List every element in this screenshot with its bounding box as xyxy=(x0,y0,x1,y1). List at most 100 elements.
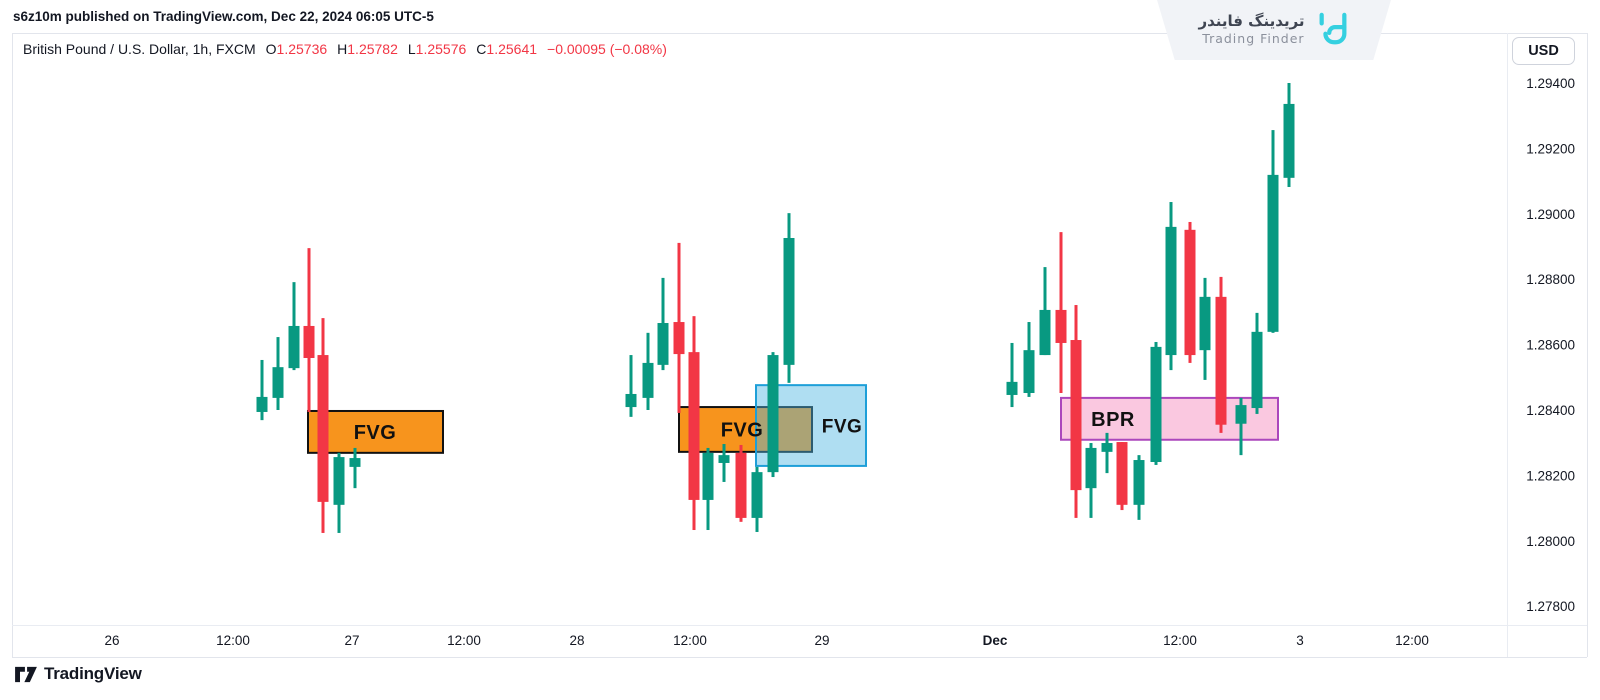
candle-wick xyxy=(1287,83,1291,187)
candle-wick xyxy=(276,337,280,410)
time-axis-label: 26 xyxy=(104,633,119,648)
candle-body-down xyxy=(1116,442,1128,505)
candle-body-down xyxy=(673,322,685,355)
time-axis-label: 12:00 xyxy=(447,633,481,648)
candle-body-up xyxy=(288,325,300,369)
time-axis-separator xyxy=(12,625,1587,626)
candle-wick xyxy=(1059,232,1063,393)
candle-wick xyxy=(1010,342,1014,408)
candle-wick xyxy=(1271,130,1275,333)
price-axis-label: 1.28800 xyxy=(1526,272,1575,287)
candle-wick xyxy=(722,444,726,482)
candle-body-down xyxy=(1184,229,1196,356)
candle-body-up xyxy=(1251,331,1263,409)
candle-body-up xyxy=(1199,296,1211,351)
candle-body-up xyxy=(767,355,779,473)
price-axis-label: 1.29400 xyxy=(1526,76,1575,91)
candle-body-up xyxy=(1267,174,1279,332)
time-axis-label: 12:00 xyxy=(673,633,707,648)
candle-wick xyxy=(1203,277,1207,380)
candle-body-up xyxy=(783,237,795,365)
currency-usd-button[interactable]: USD xyxy=(1512,37,1575,65)
candle-wick xyxy=(771,352,775,478)
price-axis-label: 1.28400 xyxy=(1526,403,1575,418)
candle-wick xyxy=(1219,276,1223,433)
tradingview-footer-logo[interactable]: TradingView xyxy=(14,664,142,684)
candle-wick xyxy=(739,444,743,522)
time-axis-label: 29 xyxy=(814,633,829,648)
candle-body-up xyxy=(702,452,714,500)
candle-body-down xyxy=(735,452,747,518)
attribution-text: s6z10m published on TradingView.com, Dec… xyxy=(13,9,434,24)
candle-body-up xyxy=(256,396,268,412)
zone-pink-bpr-box xyxy=(1060,396,1279,441)
candle-body-up xyxy=(751,472,763,518)
watermark-text-block: تریدینگ فایندر Trading Finder xyxy=(1198,14,1304,46)
ohlc-close: C1.25641 xyxy=(476,41,538,57)
price-axis-separator xyxy=(1507,33,1508,657)
candle-body-up xyxy=(272,367,284,398)
zone-orange-fvg-box xyxy=(678,406,813,453)
symbol-info-row[interactable]: British Pound / U.S. Dollar, 1h, FXCM O1… xyxy=(23,41,667,57)
candle-wick xyxy=(706,447,710,531)
candle-wick xyxy=(1105,432,1109,474)
candle-wick xyxy=(1154,341,1158,465)
candle-body-up xyxy=(625,393,637,408)
candle-wick xyxy=(1255,312,1259,414)
watermark-badge: تریدینگ فایندر Trading Finder xyxy=(1157,0,1391,60)
candle-body-up xyxy=(1006,381,1018,395)
time-axis-label: 12:00 xyxy=(216,633,250,648)
change-value: −0.00095 (−0.08%) xyxy=(547,41,667,57)
candle-wick xyxy=(646,332,650,410)
watermark-title-english: Trading Finder xyxy=(1202,31,1305,47)
symbol-title: British Pound / U.S. Dollar, 1h, FXCM xyxy=(23,41,256,57)
candle-body-up xyxy=(349,458,361,467)
candle-body-up xyxy=(1150,346,1162,462)
watermark-title-farsi: تریدینگ فایندر xyxy=(1198,12,1305,31)
candle-wick xyxy=(321,318,325,533)
candle-body-up xyxy=(1023,350,1035,393)
chart-bottom-border xyxy=(12,657,1587,658)
candle-body-up xyxy=(1039,309,1051,356)
zone-label-bpr: BPR xyxy=(1091,409,1135,431)
candle-wick xyxy=(1074,305,1078,518)
candle-body-up xyxy=(1165,226,1177,356)
price-axis-label: 1.28000 xyxy=(1526,534,1575,549)
trading-finder-logo-icon xyxy=(1319,12,1347,45)
candle-wick xyxy=(307,248,311,412)
time-axis-label: 28 xyxy=(569,633,584,648)
zone-label-fvg: FVG xyxy=(354,422,397,444)
chart-top-border xyxy=(12,33,1587,34)
candle-body-up xyxy=(657,323,669,365)
candle-body-down xyxy=(1055,309,1067,343)
candle-wick xyxy=(292,282,296,371)
candle-wick xyxy=(692,316,696,531)
price-axis-label: 1.29000 xyxy=(1526,207,1575,222)
ohlc-low: L1.25576 xyxy=(407,41,467,57)
candle-body-down xyxy=(317,355,329,502)
candle-wick xyxy=(677,242,681,413)
candle-wick xyxy=(260,359,264,421)
tradingview-logo-text: TradingView xyxy=(44,664,142,683)
candle-body-up xyxy=(333,457,345,505)
candle-body-up xyxy=(1235,405,1247,424)
candle-body-up xyxy=(718,455,730,463)
time-axis-label: 27 xyxy=(344,633,359,648)
candle-wick xyxy=(629,355,633,417)
candle-body-up xyxy=(1085,447,1097,489)
price-axis-label: 1.28200 xyxy=(1526,468,1575,483)
candle-wick xyxy=(1239,397,1243,456)
candle-wick xyxy=(1188,221,1192,363)
candle-wick xyxy=(787,213,791,383)
zone-orange-fvg-box xyxy=(307,409,444,454)
chart-right-border xyxy=(1587,33,1588,657)
price-axis-label: 1.27800 xyxy=(1526,599,1575,614)
zone-blue-fvg-box xyxy=(755,384,867,467)
tradingview-logo-icon xyxy=(15,666,37,682)
price-axis-label: 1.29200 xyxy=(1526,141,1575,156)
zone-label-fvg: FVG xyxy=(822,417,863,438)
candle-wick xyxy=(1169,202,1173,371)
candle-wick xyxy=(661,277,665,371)
